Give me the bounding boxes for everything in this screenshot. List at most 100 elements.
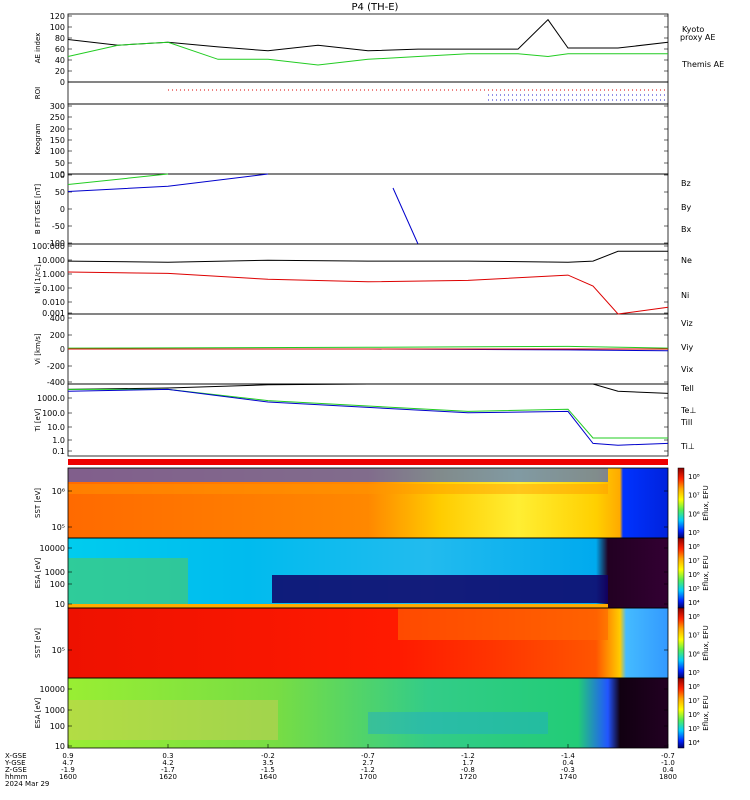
xtick-time: 1640 (259, 773, 277, 781)
sste-orange-band (398, 608, 608, 640)
esae-cyan-band (368, 712, 548, 734)
esae-ytick: 1000 (45, 706, 65, 715)
esae-cbtick: 10⁵ (688, 725, 700, 733)
xtick-z-gse: -0.8 (461, 766, 475, 774)
ni-ytick: 0.100 (42, 284, 65, 293)
ti-ytick: 100.0 (42, 409, 65, 418)
xtick-z-gse: -1.9 (61, 766, 75, 774)
keo-ylabel: Keogram (34, 123, 42, 154)
ae-ytick: 0 (60, 78, 65, 87)
ae-ytick: 60 (55, 45, 65, 54)
xtick-x-gse: -0.7 (361, 752, 375, 760)
esae-colorbar (677, 677, 685, 749)
keo-ytick: 250 (50, 113, 65, 122)
esai-cbtick: 10⁴ (688, 599, 700, 607)
xaxis-row-label-0: X-GSE (5, 752, 27, 760)
bfft-ytick: -50 (52, 222, 65, 231)
esae-ylabel: ESA [eV] (34, 697, 42, 728)
ni-legend-0: Ne (681, 256, 692, 265)
xtick-z-gse: -1.5 (261, 766, 275, 774)
ti-legend-1: Te⊥ (680, 406, 696, 415)
esae-ytick: 100 (50, 722, 65, 731)
xtick-x-gse: -1.2 (461, 752, 475, 760)
ssti-cbtick: 10⁵ (688, 529, 700, 537)
xtick-time: 1720 (459, 773, 477, 781)
esae-cbtick: 10⁴ (688, 739, 700, 747)
xaxis-row-label-2: Z-GSE (5, 766, 27, 774)
esai-ytick: 1000 (45, 568, 65, 577)
xtick-y-gse: 4.2 (162, 759, 173, 767)
esai-dark-band (272, 575, 608, 603)
sste-cbtick: 10⁸ (688, 613, 700, 621)
ti-legend-0: Tell (680, 384, 694, 393)
xtick-y-gse: 2.7 (362, 759, 373, 767)
ae-ytick: 100 (50, 23, 65, 32)
keo-ytick: 300 (50, 102, 65, 111)
esai-ytick: 10 (55, 600, 65, 609)
ssti-band-top (68, 468, 608, 482)
ae-legend-2: Themis AE (681, 60, 724, 69)
ssti-cblabel: Eflux, EFU (702, 485, 710, 520)
esae-yellow-band (68, 700, 278, 740)
xtick-y-gse: 0.4 (562, 759, 574, 767)
esae-cbtick: 10⁸ (688, 683, 700, 691)
bfft-ytick: 100 (50, 171, 65, 180)
ae-ytick: 120 (50, 12, 65, 21)
xtick-x-gse: 0.3 (162, 752, 173, 760)
keo-ytick: 50 (55, 159, 65, 168)
vi-legend-2: Vix (681, 365, 694, 374)
xtick-time: 1620 (159, 773, 177, 781)
sste-ylabel: SST [eV] (34, 628, 42, 658)
keo-frame (67, 103, 669, 175)
ni-ytick: 1.000 (42, 270, 65, 279)
ae-ytick: 80 (55, 34, 65, 43)
vi-legend-0: Viz (681, 319, 693, 328)
ti-series-1 (68, 388, 668, 439)
ti-ytick: 0.1 (52, 447, 65, 456)
ae-legend-1: proxy AE (680, 33, 715, 42)
bfft-legend-2: Bx (681, 225, 691, 234)
ni-ytick: 10.000 (37, 256, 65, 265)
bfft-frame (67, 173, 669, 245)
ae-ytick: 40 (55, 56, 65, 65)
vi-ytick: -400 (47, 378, 65, 387)
esai-ytick: 10000 (40, 544, 65, 553)
roi-ylabel: ROI (34, 87, 42, 99)
sste-cbtick: 10⁶ (688, 650, 700, 658)
vi-ytick: 0 (60, 345, 65, 354)
esae-ytick: 10000 (40, 685, 65, 694)
xaxis-row-label-1: Y-GSE (4, 759, 26, 767)
ssti-cbtick: 10⁷ (688, 492, 700, 500)
ae-series-0 (67, 18, 669, 52)
ni-ytick: 100.000 (32, 242, 65, 251)
sste-cbtick: 10⁷ (688, 632, 700, 640)
xtick-z-gse: 0.4 (662, 766, 674, 774)
esai-green-band (68, 558, 188, 606)
xtick-y-gse: 3.5 (262, 759, 273, 767)
sste-cbtick: 10⁵ (688, 669, 700, 677)
xtick-y-gse: 1.7 (462, 759, 473, 767)
esae-cbtick: 10⁷ (688, 697, 700, 705)
xtick-x-gse: -0.7 (661, 752, 675, 760)
xtick-z-gse: -1.7 (161, 766, 175, 774)
bfft-series-0 (67, 173, 419, 245)
esai-bottom-band (68, 604, 608, 608)
ti-ytick: 1000.0 (37, 394, 65, 403)
bfft-ytick: 0 (60, 205, 65, 214)
chart-title: P4 (TH-E) (352, 2, 399, 13)
ae-ylabel: AE index (34, 33, 42, 64)
keo-ytick: 150 (50, 136, 65, 145)
roi-frame (67, 81, 669, 105)
ti-legend-2: Till (680, 418, 692, 427)
esai-ylabel: ESA [eV] (34, 557, 42, 588)
esae-ytick: 10 (55, 742, 65, 751)
ni-ylabel: Ni [1/cc] (34, 264, 42, 294)
vi-ylabel: Vi [km/s] (34, 333, 42, 364)
xtick-x-gse: -0.2 (261, 752, 275, 760)
bfft-legend-0: Bz (681, 179, 691, 188)
ae-legend-0: Kyoto (682, 25, 704, 34)
esai-cblabel: Eflux, EFU (702, 555, 710, 590)
xtick-time: 1700 (359, 773, 377, 781)
esai-cbtick: 10⁵ (688, 585, 700, 593)
